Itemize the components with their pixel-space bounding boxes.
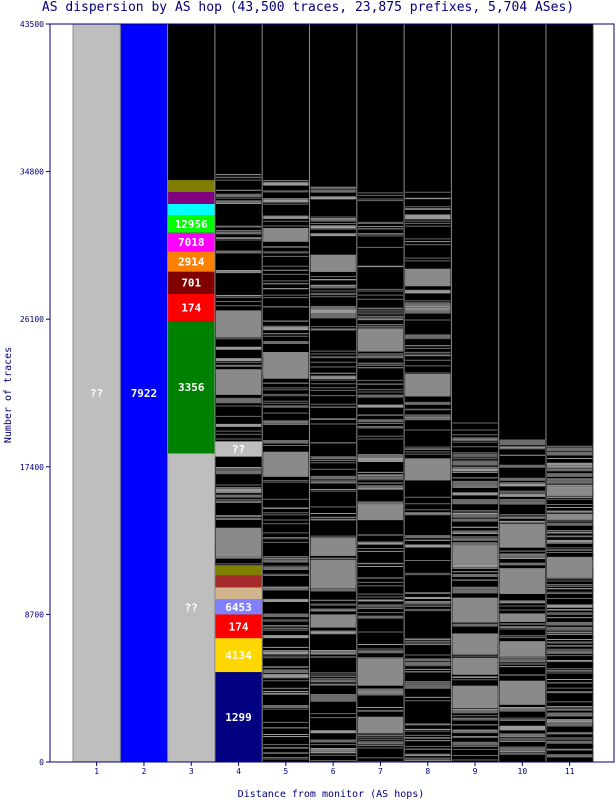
as-segment-unlabeled: [167, 191, 215, 204]
as-segment-unlabeled: [214, 575, 263, 588]
trace-block: [547, 556, 593, 578]
trace-block: [452, 545, 498, 564]
x-tick-label: 7: [378, 767, 383, 776]
as-segment-label: 174: [181, 301, 201, 314]
trace-block: [405, 268, 451, 287]
plot-frame: [49, 23, 615, 763]
trace-block: [499, 641, 545, 656]
y-axis-label: Number of traces: [3, 347, 14, 443]
as-segment-7922: [120, 24, 168, 762]
x-tick-label: 11: [565, 767, 575, 776]
as-segment-label: 12956: [175, 218, 208, 231]
x-tick-label: 6: [331, 767, 336, 776]
x-tick-label: 2: [142, 767, 147, 776]
trace-block: [310, 537, 356, 556]
as-segment-6453: [214, 599, 263, 615]
as-segments: ?? 7922?? 3356 174 701 2914 7018 12956 1299 4134 1…: [73, 24, 263, 762]
y-tick-label: 0: [39, 758, 44, 767]
as-segment-label: 3356: [178, 381, 205, 394]
y-ticks: 0 8700 17400 26100 34800 43500: [20, 20, 50, 767]
trace-block: [263, 451, 309, 477]
trace-block: [357, 328, 404, 352]
as-segment-unlabeled: [214, 587, 263, 600]
as-segment-174: [214, 614, 263, 639]
trace-block: [499, 680, 545, 705]
as-segment-unknownunknown: [167, 453, 215, 762]
x-tick-label: 4: [236, 767, 241, 776]
trace-block: [310, 614, 356, 628]
trace-block: [547, 489, 593, 496]
trace-block: [263, 352, 309, 379]
trace-block: [499, 568, 545, 594]
x-tick-label: 8: [425, 767, 430, 776]
trace-block: [310, 254, 356, 272]
trace-block: [405, 458, 451, 481]
y-tick-label: 34800: [20, 168, 44, 177]
as-segment-unknownunknown: [214, 441, 263, 457]
trace-block: [405, 373, 451, 397]
y-tick-label: 17400: [20, 463, 44, 472]
as-segment-label: 701: [181, 277, 201, 290]
as-segment-label: 4134: [225, 649, 252, 662]
x-axis-label: Distance from monitor (AS hops): [238, 789, 425, 800]
trace-block: [452, 597, 498, 623]
as-segment-12956: [167, 215, 215, 233]
as-segment-7018: [167, 232, 215, 252]
as-segment-label: 7018: [178, 236, 205, 249]
x-tick-label: 3: [189, 767, 194, 776]
as-segment-unlabeled: [167, 203, 215, 216]
trace-block: [215, 369, 262, 395]
as-segment-label: 7922: [131, 387, 158, 400]
y-tick-label: 26100: [20, 315, 44, 324]
as-segment-1299: [214, 672, 263, 762]
as-segment-unknownunknown: [73, 24, 121, 762]
as-segment-label: ??: [90, 387, 103, 400]
trace-block: [357, 504, 404, 521]
trace-block: [452, 657, 498, 675]
y-tick-label: 8700: [25, 610, 44, 619]
trace-block: [499, 524, 545, 548]
as-segment-label: 6453: [225, 601, 252, 614]
axes: [49, 23, 615, 763]
x-tick-label: 9: [473, 767, 478, 776]
as-segment-174: [167, 293, 215, 321]
as-segment-2914: [167, 251, 215, 272]
as-segment-label: 2914: [178, 256, 205, 269]
trace-block: [452, 633, 498, 655]
as-segment-3356: [167, 320, 215, 454]
as-segment-label: 174: [229, 620, 249, 633]
trace-block: [357, 658, 404, 686]
x-tick-label: 1: [94, 767, 99, 776]
chart-title: AS dispersion by AS hop (43,500 traces, …: [41, 0, 575, 15]
as-segment-unlabeled: [214, 565, 263, 576]
trace-block: [215, 310, 262, 338]
y-tick-label: 43500: [20, 20, 44, 29]
trace-block: [263, 228, 309, 242]
x-tick-label: 10: [518, 767, 528, 776]
x-tick-label: 5: [283, 767, 288, 776]
trace-block: [499, 613, 545, 622]
as-segment-label: ??: [232, 443, 245, 456]
as-segment-unlabeled: [167, 180, 215, 192]
trace-block: [357, 716, 404, 734]
as-segment-label: ??: [185, 602, 198, 615]
column-dividers: [72, 24, 594, 762]
trace-block: [452, 685, 498, 709]
as-segment-4134: [214, 638, 263, 673]
trace-block: [547, 513, 593, 520]
as-segment-label: 1299: [225, 711, 252, 724]
x-ticks: 1 2 3 4 5 6 7 8 9 10 11: [94, 762, 575, 776]
trace-block: [310, 559, 356, 589]
trace-block: [215, 527, 262, 542]
as-segment-701: [167, 271, 215, 294]
